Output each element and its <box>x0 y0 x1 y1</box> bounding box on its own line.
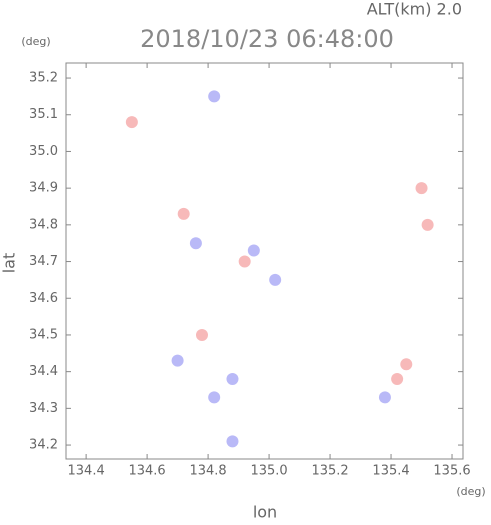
altitude: ALT(km) 2.0 <box>367 0 462 19</box>
echo <box>269 273 282 286</box>
echo <box>208 90 221 103</box>
echo <box>226 372 239 385</box>
y-tick-label: 35.2 <box>29 71 58 86</box>
echo <box>421 218 434 231</box>
y-tick-label: 34.2 <box>29 438 58 453</box>
echo <box>226 435 239 448</box>
x-axis-label: lon <box>253 503 277 522</box>
chart-title: 2018/10/23 06:48:00 <box>140 25 394 53</box>
y-tick-label: 34.9 <box>29 181 58 196</box>
x-tick-label: 135.2 <box>311 464 348 479</box>
x-tick-label: 134.4 <box>68 464 105 479</box>
plot-frame <box>65 62 464 460</box>
y-tick-label: 35.1 <box>29 107 58 122</box>
echo <box>171 354 184 367</box>
y-tick-label: 34.6 <box>29 291 58 306</box>
y-unit: (deg) <box>21 35 50 48</box>
echo <box>415 182 428 195</box>
y-tick-label: 34.5 <box>29 327 58 342</box>
x-tick-label: 135.6 <box>433 464 470 479</box>
x-tick-label: 134.8 <box>189 464 226 479</box>
x-tick-label: 135.4 <box>372 464 409 479</box>
y-tick-label: 35.0 <box>29 144 58 159</box>
y-tick-label: 34.8 <box>29 217 58 232</box>
echo <box>247 244 260 257</box>
x-unit: (deg) <box>456 485 485 498</box>
echo <box>208 391 221 404</box>
echo <box>238 255 251 268</box>
echo <box>391 372 404 385</box>
y-tick-label: 34.3 <box>29 401 58 416</box>
echo <box>400 358 413 371</box>
y-tick-label: 34.7 <box>29 254 58 269</box>
echo <box>189 237 202 250</box>
echo <box>177 207 190 220</box>
echo <box>378 391 391 404</box>
x-tick-label: 134.6 <box>128 464 165 479</box>
y-tick-label: 34.4 <box>29 364 58 379</box>
echo <box>195 328 208 341</box>
x-tick-label: 135.0 <box>250 464 287 479</box>
y-axis-label: lat <box>0 253 19 274</box>
echo <box>125 116 138 129</box>
